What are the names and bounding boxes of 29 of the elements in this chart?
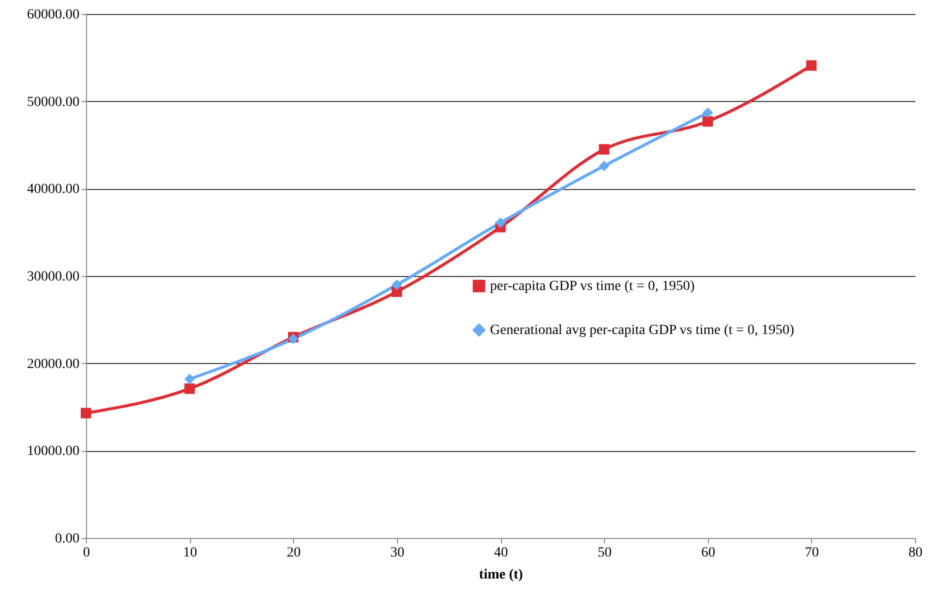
y-tick-label: 20000.00 [27,356,80,372]
point [80,408,92,418]
y-tick-label: 0.00 [55,532,80,546]
y-tick-label: 10000.00 [27,444,80,460]
x-tick-label: 30 [390,546,404,560]
x-tick-label: 60 [701,546,716,560]
x-tick-label: 50 [598,546,612,560]
x-tick-label: 10 [183,546,198,560]
x-tick-label: 70 [804,546,819,560]
x-tick-label: 0 [83,546,90,560]
point [392,279,402,290]
point [184,383,195,394]
point [702,107,713,118]
x-tick-label: 80 [908,546,922,560]
point [598,160,610,172]
x-tick-label: 20 [286,546,301,560]
point [702,116,713,127]
y-tick-label: 50000.00 [27,94,80,110]
point [806,60,817,71]
y-tick-label: 40000.00 [27,182,80,198]
y-tick-label: 30000.00 [27,270,80,284]
legend-label: per-capita GDP vs time (t = 0, 1950) [490,279,695,294]
x-axis-title: time (t) [479,568,524,582]
y-tick-label: 60000.00 [27,8,80,22]
x-tick-label: 40 [494,546,508,560]
legend-label: Generational avg per-capita GDP vs time (t = 0, 1950) [490,323,794,338]
point [184,374,195,384]
point [598,144,610,155]
point [495,217,506,228]
